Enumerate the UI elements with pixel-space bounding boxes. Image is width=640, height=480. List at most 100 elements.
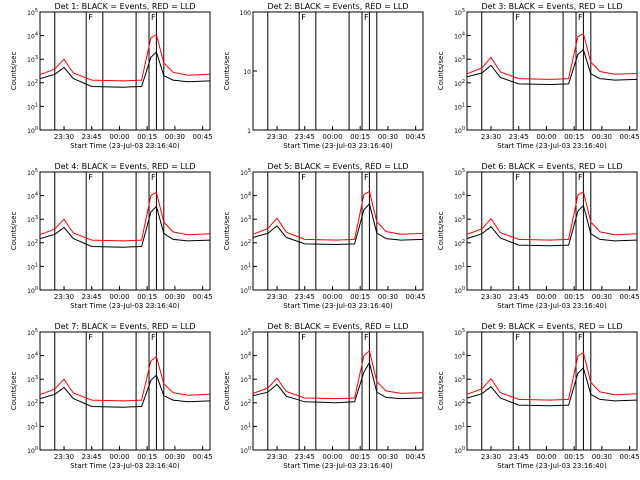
- x-tick-label: 00:45: [406, 133, 426, 141]
- x-tick-label: 00:30: [592, 293, 612, 301]
- y-tick-label: 104: [454, 352, 465, 361]
- flag-label: F: [151, 173, 156, 182]
- det-3-chart: Det 3: BLACK = Events, RED = LLD F F 23:30 2…: [437, 2, 640, 150]
- chart-title: Det 8: BLACK = Events, RED = LLD: [268, 322, 409, 331]
- x-tick-label: 23:45: [295, 293, 315, 301]
- y-tick-label: 102: [454, 239, 465, 248]
- x-tick-label: 23:30: [267, 453, 287, 461]
- y-tick-label: 103: [27, 215, 38, 224]
- x-tick-label: 23:45: [509, 293, 529, 301]
- flag-label: F: [578, 173, 583, 182]
- y-tick-label: 104: [240, 352, 251, 361]
- flag-label: F: [301, 13, 306, 22]
- series-line-lld: [466, 191, 638, 241]
- series-line-lld: [252, 349, 424, 400]
- det-7-chart: Det 7: BLACK = Events, RED = LLD F F 23:30 2…: [10, 322, 213, 470]
- series-line-events: [466, 366, 638, 407]
- y-tick-label: 105: [27, 328, 38, 337]
- plot-frame: [39, 171, 211, 291]
- y-tick-label: 103: [240, 375, 251, 384]
- series-line-lld: [39, 33, 211, 82]
- det-1-chart: Det 1: BLACK = Events, RED = LLD F F 23:30 2…: [10, 2, 213, 150]
- y-axis-label: Counts/sec: [223, 372, 231, 411]
- y-tick-label: 10: [243, 69, 251, 76]
- x-tick-label: 00:45: [620, 453, 640, 461]
- det-9-chart: Det 9: BLACK = Events, RED = LLD F F 23:30 2…: [437, 322, 640, 470]
- x-tick-label: 00:30: [378, 133, 398, 141]
- x-tick-label: 00:00: [109, 133, 129, 141]
- y-tick-label: 100: [240, 10, 252, 17]
- chart-title: Det 1: BLACK = Events, RED = LLD: [55, 2, 196, 11]
- x-tick-label: 23:45: [82, 293, 102, 301]
- x-tick-label: 23:45: [82, 133, 102, 141]
- x-tick-label: 00:45: [620, 133, 640, 141]
- x-tick-label: 00:45: [193, 293, 213, 301]
- y-axis-label: Counts/sec: [223, 212, 231, 251]
- y-tick-label: 101: [240, 262, 251, 271]
- y-tick-label: 101: [27, 262, 38, 271]
- x-tick-label: 00:00: [109, 453, 129, 461]
- flag-label: F: [364, 173, 369, 182]
- x-tick-label: 23:30: [54, 133, 74, 141]
- x-tick-label: 00:30: [165, 133, 185, 141]
- det-2-chart: Det 2: BLACK = Events, RED = LLD F F 23:30 2…: [223, 2, 426, 150]
- series-line-events: [39, 205, 211, 248]
- x-tick-label: 00:15: [137, 453, 157, 461]
- y-tick-label: 104: [240, 192, 251, 201]
- y-tick-label: 101: [454, 102, 465, 111]
- series-line-lld: [39, 355, 211, 402]
- x-tick-label: 00:45: [406, 453, 426, 461]
- x-tick-label: 00:30: [378, 453, 398, 461]
- x-tick-label: 00:30: [165, 453, 185, 461]
- x-tick-label: 00:45: [406, 293, 426, 301]
- chart-title: Det 2: BLACK = Events, RED = LLD: [268, 2, 409, 11]
- y-tick-label: 101: [27, 422, 38, 431]
- x-tick-label: 00:30: [165, 293, 185, 301]
- series-line-events: [466, 204, 638, 247]
- y-tick-label: 105: [454, 328, 465, 337]
- series-line-lld: [466, 351, 638, 401]
- y-tick-label: 102: [27, 239, 38, 248]
- x-tick-label: 00:30: [592, 453, 612, 461]
- y-tick-label: 103: [454, 55, 465, 64]
- x-tick-label: 00:15: [137, 293, 157, 301]
- flag-label: F: [364, 333, 369, 342]
- y-axis-label: Counts/sec: [223, 52, 231, 91]
- chart-title: Det 3: BLACK = Events, RED = LLD: [482, 2, 623, 11]
- x-tick-label: 23:30: [267, 293, 287, 301]
- y-tick-label: 100: [454, 286, 465, 295]
- x-tick-label: 23:30: [481, 293, 501, 301]
- y-tick-label: 102: [27, 399, 38, 408]
- y-axis-label: Counts/sec: [437, 52, 445, 91]
- x-tick-label: 23:45: [295, 133, 315, 141]
- x-tick-label: 00:15: [350, 133, 370, 141]
- y-tick-label: 101: [454, 262, 465, 271]
- y-tick-label: 104: [27, 352, 38, 361]
- y-tick-label: 100: [240, 446, 251, 455]
- chart-title: Det 6: BLACK = Events, RED = LLD: [482, 162, 623, 171]
- y-tick-label: 102: [454, 79, 465, 88]
- x-tick-label: 23:45: [82, 453, 102, 461]
- y-tick-label: 104: [454, 32, 465, 41]
- x-tick-label: 00:00: [322, 133, 342, 141]
- x-tick-label: 23:30: [54, 453, 74, 461]
- y-tick-label: 103: [240, 215, 251, 224]
- y-tick-label: 103: [454, 375, 465, 384]
- plot-frame: [39, 331, 211, 451]
- x-tick-label: 00:00: [536, 293, 556, 301]
- x-tick-label: 23:30: [481, 133, 501, 141]
- x-axis-label: Start Time (23-Jul-03 23:16:40): [497, 462, 607, 470]
- x-tick-label: 23:45: [509, 133, 529, 141]
- det-6-chart: Det 6: BLACK = Events, RED = LLD F F 23:30 2…: [437, 162, 640, 310]
- y-tick-label: 100: [27, 126, 38, 135]
- x-tick-label: 00:15: [564, 293, 584, 301]
- flag-label: F: [151, 13, 156, 22]
- x-axis-label: Start Time (23-Jul-03 23:16:40): [497, 302, 607, 310]
- chart-title: Det 4: BLACK = Events, RED = LLD: [55, 162, 196, 171]
- x-tick-label: 00:15: [350, 293, 370, 301]
- y-tick-label: 105: [454, 8, 465, 17]
- x-axis-label: Start Time (23-Jul-03 23:16:40): [70, 142, 180, 150]
- plot-frame: [252, 11, 424, 131]
- flag-label: F: [301, 333, 306, 342]
